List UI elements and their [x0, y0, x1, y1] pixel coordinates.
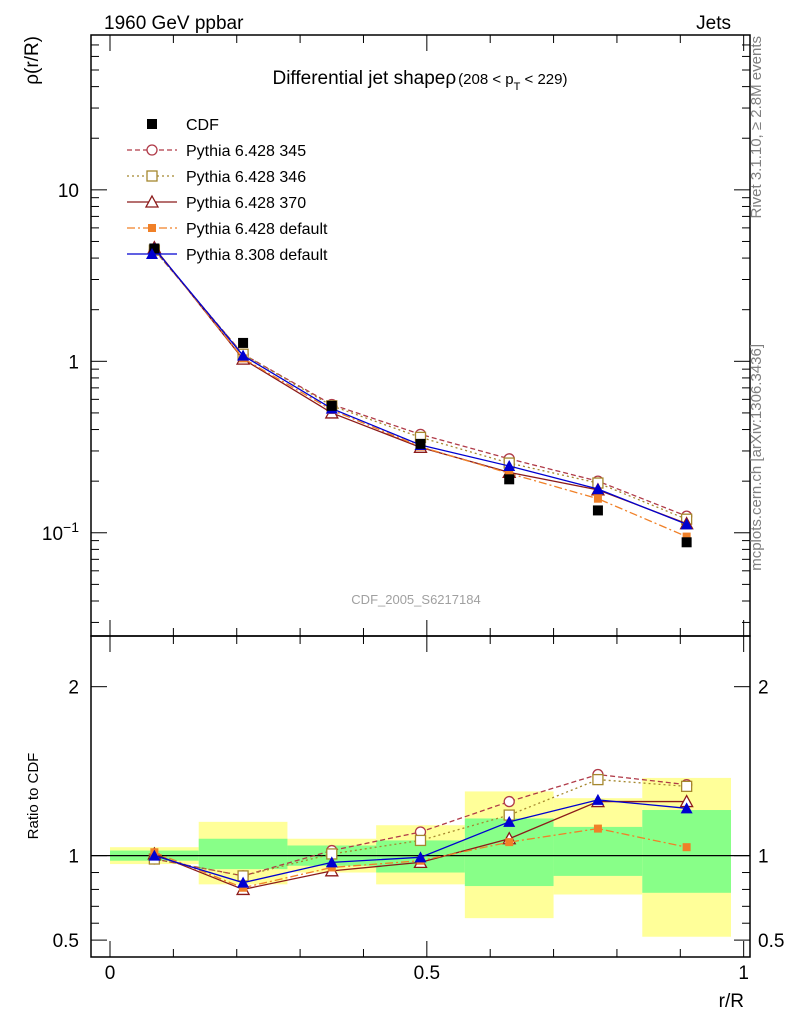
- y-tick-label-exp: −1: [63, 519, 79, 535]
- ratio-marker: [503, 815, 516, 827]
- ratio-series-pythia-8-308-default: [148, 793, 693, 888]
- ratio-y-tick-label-right: 2: [758, 678, 769, 699]
- rivet-version-text: Rivet 3.1.10, ≥ 2.8M events: [748, 36, 765, 219]
- series-marker: [505, 469, 514, 478]
- header-right: Jets: [696, 13, 731, 34]
- series-line: [153, 249, 687, 517]
- series-marker: [503, 460, 516, 472]
- uncertainty-band-green: [464, 818, 554, 887]
- data-point: [415, 438, 426, 449]
- mcplots-text: mcplots.cern.ch [arXiv:1306.3436]: [748, 344, 765, 571]
- ratio-marker: [414, 834, 427, 847]
- legend-entry-pythia-6-428-345: Pythia 6.428 345: [127, 143, 306, 160]
- legend-entry-pythia-8-308-default: Pythia 8.308 default: [127, 247, 328, 264]
- legend-entry-pythia-6-428-370: Pythia 6.428 370: [127, 194, 306, 212]
- ratio-marker: [592, 773, 604, 786]
- data-point: [149, 243, 160, 254]
- ratio-marker: [505, 838, 514, 847]
- legend-marker: [146, 170, 158, 182]
- y-tick-label: 1: [68, 352, 79, 373]
- series-pythia-6-428-346: [148, 244, 693, 525]
- ratio-panel: 2 2 1 1 0.5 0.5 0 0.5 1: [53, 635, 784, 984]
- legend-label: Pythia 6.428 345: [186, 143, 306, 160]
- ratio-plot-frame: [90, 635, 751, 958]
- legend-entry-cdf: CDF: [147, 117, 219, 134]
- y-axis-label-ratio: Ratio to CDF: [25, 753, 42, 840]
- ratio-marker: [682, 843, 691, 852]
- data-point: [592, 505, 603, 516]
- legend-label: Pythia 8.308 default: [186, 247, 328, 264]
- ratio-marker: [680, 802, 693, 814]
- ratio-marker: [503, 795, 515, 808]
- data-point: [326, 400, 337, 411]
- legend: CDF Pythia 6.428 345 Pythia 6.428 346 Pythi…: [127, 117, 328, 264]
- legend-marker: [147, 119, 157, 129]
- series-marker: [682, 532, 691, 541]
- series-line: [153, 249, 687, 520]
- y-tick-label: 10: [58, 181, 79, 202]
- ratio-marker: [239, 883, 248, 892]
- ratio-y-tick-label: 0.5: [53, 931, 79, 952]
- series-line: [153, 247, 687, 525]
- series-marker: [237, 349, 250, 361]
- ratio-y-tick-label: 1: [68, 847, 79, 868]
- plot-title-range-sub: T: [514, 81, 521, 93]
- ratio-marker: [148, 849, 161, 861]
- legend-label: Pythia 6.428 346: [186, 169, 306, 186]
- plot-title-range-suffix: < 229): [520, 71, 567, 88]
- x-tick-label: 0: [105, 963, 116, 984]
- series-line: [153, 248, 687, 525]
- legend-marker: [146, 248, 158, 259]
- series-cdf: [149, 243, 692, 548]
- legend-entry-pythia-6-428-346: Pythia 6.428 346: [127, 169, 306, 186]
- legend-label: Pythia 6.428 370: [186, 195, 306, 212]
- data-point: [504, 474, 515, 485]
- ratio-marker: [414, 851, 427, 863]
- plot-title: Differential jet shapeρ (208 < pT < 229): [272, 68, 567, 93]
- ratio-marker: [325, 856, 338, 868]
- ratio-marker: [591, 793, 604, 805]
- header-left: 1960 GeV ppbar: [104, 13, 244, 34]
- x-tick-label: 0.5: [414, 963, 440, 984]
- ratio-y-tick-label-right: 1: [758, 847, 769, 868]
- data-point: [238, 337, 249, 348]
- ratio-marker: [327, 863, 336, 872]
- watermark: CDF_2005_S6217184: [351, 592, 480, 607]
- y-axis-label-main: ρ(r/R): [22, 36, 43, 85]
- ratio-marker: [680, 780, 693, 793]
- plot-title-range-prefix: (208 < p: [458, 71, 513, 88]
- legend-marker: [146, 144, 158, 156]
- legend-marker: [148, 224, 156, 232]
- legend-entry-pythia-6-428-default: Pythia 6.428 default: [127, 221, 328, 238]
- uncertainty-band-green: [642, 810, 731, 893]
- plot-title-main: Differential jet shapeρ: [272, 68, 456, 89]
- ratio-y-tick-label-right: 0.5: [758, 931, 784, 952]
- legend-marker: [144, 194, 160, 208]
- ratio-marker: [237, 876, 250, 888]
- series-pythia-6-428-345: [148, 244, 693, 522]
- uncertainty-band-green: [198, 838, 288, 870]
- series-pythia-6-428-default: [150, 243, 691, 541]
- uncertainty-band-green: [553, 826, 643, 876]
- data-point: [681, 537, 692, 548]
- series-marker: [593, 494, 602, 503]
- legend-label: CDF: [186, 117, 219, 134]
- series-marker: [680, 518, 693, 530]
- legend-label: Pythia 6.428 default: [186, 221, 328, 238]
- ratio-marker: [593, 824, 602, 833]
- x-axis-label: r/R: [719, 991, 744, 1012]
- ratio-y-tick-label: 2: [68, 678, 79, 699]
- series-marker: [591, 483, 604, 495]
- x-tick-label: 1: [738, 963, 749, 984]
- y-tick-label: 10−1: [42, 519, 79, 545]
- y-tick-label-base: 10: [42, 524, 63, 545]
